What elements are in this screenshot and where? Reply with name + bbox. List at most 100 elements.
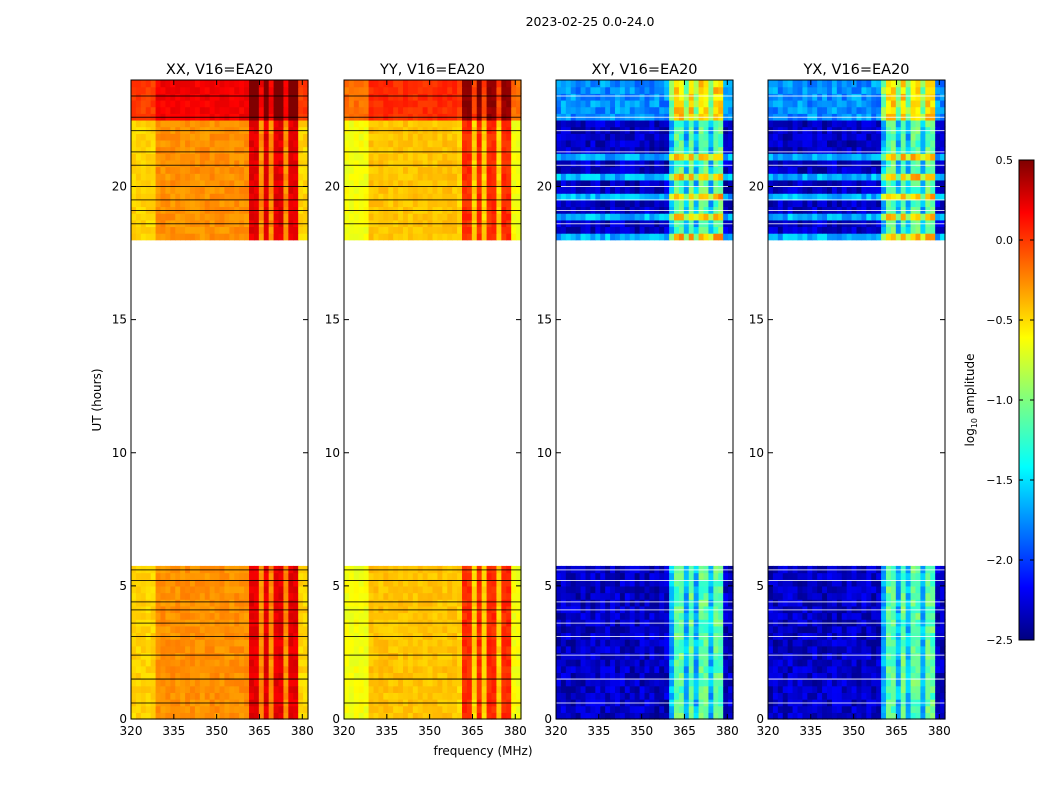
heatmap-cell bbox=[155, 119, 162, 128]
heatmap-cell bbox=[160, 612, 167, 620]
heatmap-cell bbox=[348, 186, 355, 194]
heatmap-cell bbox=[486, 213, 493, 221]
heatmap-cell bbox=[462, 159, 468, 168]
heatmap-cell bbox=[560, 645, 567, 654]
heatmap-cell bbox=[229, 652, 235, 660]
heatmap-cell bbox=[170, 705, 176, 713]
heatmap-cell bbox=[669, 199, 675, 208]
heatmap-cell bbox=[383, 186, 389, 194]
heatmap-cell bbox=[368, 672, 375, 680]
heatmap-cell bbox=[224, 679, 230, 687]
heatmap-cell bbox=[432, 645, 439, 654]
heatmap-cell bbox=[496, 106, 502, 114]
heatmap-cell bbox=[629, 705, 636, 713]
heatmap-cell bbox=[244, 592, 250, 600]
heatmap-cell bbox=[135, 193, 142, 201]
heatmap-cell bbox=[634, 572, 641, 580]
heatmap-cell bbox=[234, 592, 240, 600]
heatmap-cell bbox=[708, 592, 714, 600]
heatmap-cell bbox=[570, 659, 577, 667]
heatmap-cell bbox=[165, 119, 171, 128]
heatmap-cell bbox=[131, 612, 137, 620]
heatmap-cell bbox=[219, 153, 226, 161]
heatmap-cell bbox=[224, 612, 230, 620]
heatmap-cell bbox=[268, 625, 275, 634]
heatmap-cell bbox=[219, 179, 226, 188]
heatmap-cell bbox=[570, 139, 577, 148]
heatmap-cell bbox=[278, 93, 285, 101]
heatmap-cell bbox=[214, 139, 221, 148]
heatmap-cell bbox=[383, 572, 389, 580]
heatmap-cell bbox=[693, 199, 700, 208]
heatmap-cell bbox=[293, 173, 299, 181]
heatmap-cell bbox=[131, 139, 137, 148]
heatmap-cell bbox=[585, 159, 592, 168]
heatmap-cell bbox=[486, 153, 493, 161]
heatmap-cell bbox=[447, 639, 453, 647]
heatmap-cell bbox=[452, 572, 458, 580]
heatmap-cell bbox=[466, 665, 473, 674]
heatmap-cell bbox=[688, 692, 695, 700]
heatmap-cell bbox=[516, 712, 522, 720]
heatmap-cell bbox=[605, 179, 611, 188]
heatmap-cell bbox=[214, 226, 221, 234]
heatmap-cell bbox=[481, 213, 488, 221]
heatmap-cell bbox=[432, 685, 439, 693]
heatmap-cell bbox=[358, 226, 365, 234]
heatmap-cell bbox=[417, 173, 424, 181]
heatmap-cell bbox=[288, 579, 294, 587]
heatmap-cell bbox=[135, 199, 142, 208]
heatmap-cell bbox=[718, 585, 724, 594]
heatmap-cell bbox=[486, 592, 493, 600]
heatmap-cell bbox=[407, 672, 414, 680]
heatmap-cell bbox=[165, 153, 171, 161]
heatmap-cell bbox=[462, 99, 468, 108]
heatmap-cell bbox=[462, 106, 468, 114]
heatmap-cell bbox=[383, 179, 389, 188]
heatmap-cell bbox=[575, 153, 582, 161]
heatmap-cell bbox=[348, 179, 355, 188]
heatmap-cell bbox=[185, 639, 191, 647]
heatmap-cell bbox=[516, 139, 522, 148]
heatmap-cell bbox=[417, 106, 424, 114]
heatmap-cell bbox=[273, 612, 280, 620]
heatmap-cell bbox=[131, 99, 137, 108]
heatmap-cell bbox=[437, 572, 443, 580]
heatmap-cell bbox=[417, 665, 424, 674]
heatmap-cell bbox=[368, 179, 375, 188]
heatmap-cell bbox=[654, 233, 660, 241]
heatmap-cell bbox=[718, 173, 724, 181]
heatmap-cell bbox=[234, 233, 240, 241]
heatmap-cell bbox=[273, 146, 280, 154]
heatmap-cell bbox=[368, 166, 375, 174]
x-tick-label: 380 bbox=[291, 724, 314, 738]
heatmap-cell bbox=[466, 645, 473, 654]
heatmap-cell bbox=[398, 645, 404, 654]
heatmap-cell bbox=[145, 625, 152, 634]
heatmap-cell bbox=[373, 645, 380, 654]
heatmap-cell bbox=[605, 645, 611, 654]
heatmap-cell bbox=[634, 665, 641, 674]
heatmap-cell bbox=[491, 685, 498, 693]
heatmap-cell bbox=[398, 133, 404, 141]
heatmap-cell bbox=[131, 86, 137, 94]
heatmap-cell bbox=[180, 645, 186, 654]
heatmap-cell bbox=[407, 133, 414, 141]
heatmap-cell bbox=[723, 133, 729, 141]
heatmap-cell bbox=[363, 612, 370, 620]
heatmap-cell bbox=[293, 625, 299, 634]
heatmap-cell bbox=[363, 639, 370, 647]
heatmap-cell bbox=[353, 186, 360, 194]
heatmap-cell bbox=[214, 80, 221, 88]
heatmap-cell bbox=[273, 86, 280, 94]
heatmap-cell bbox=[442, 665, 448, 674]
heatmap-cell bbox=[437, 99, 443, 108]
heatmap-cell bbox=[407, 705, 414, 713]
heatmap-cell bbox=[224, 672, 230, 680]
heatmap-cell bbox=[422, 592, 429, 600]
heatmap-cell bbox=[683, 692, 690, 700]
heatmap-cell bbox=[190, 179, 196, 188]
heatmap-cell bbox=[644, 599, 651, 607]
heatmap-cell bbox=[688, 679, 695, 687]
heatmap-cell bbox=[368, 625, 375, 634]
